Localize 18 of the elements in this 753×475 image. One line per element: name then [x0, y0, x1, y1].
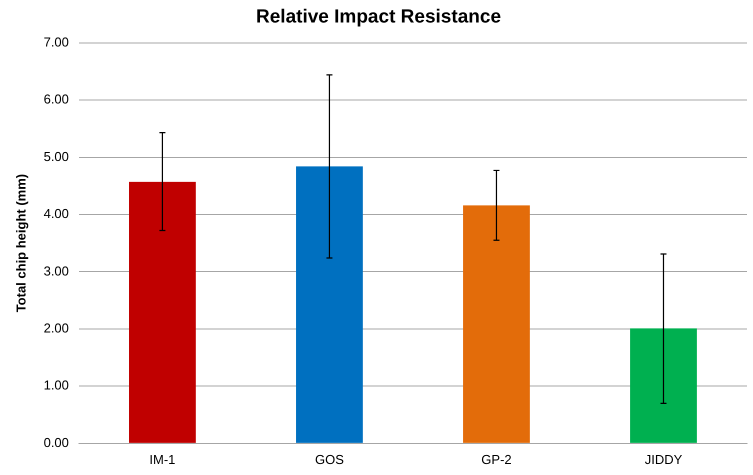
bar [630, 328, 697, 443]
x-tick-label: JIDDY [644, 452, 683, 467]
y-tick-label: 7.00 [44, 34, 69, 50]
y-tick-label: 3.00 [44, 263, 69, 278]
y-tick-label: 1.00 [44, 378, 69, 393]
y-tick-label: 2.00 [44, 320, 69, 336]
x-tick-label: GP-2 [481, 452, 512, 467]
bar [129, 182, 196, 443]
chart-title: Relative Impact Resistance [256, 6, 502, 28]
y-tick-label: 0.00 [44, 434, 69, 450]
y-tick-label: 6.00 [44, 92, 69, 107]
y-tick-label: 4.00 [44, 206, 69, 222]
y-axis-title: Total chip height (mm) [13, 174, 28, 312]
x-tick-label: GOS [314, 452, 344, 467]
y-tick-label: 5.00 [44, 148, 69, 164]
bar [463, 205, 530, 443]
bar [296, 166, 363, 443]
x-tick-label: IM-1 [149, 452, 176, 467]
